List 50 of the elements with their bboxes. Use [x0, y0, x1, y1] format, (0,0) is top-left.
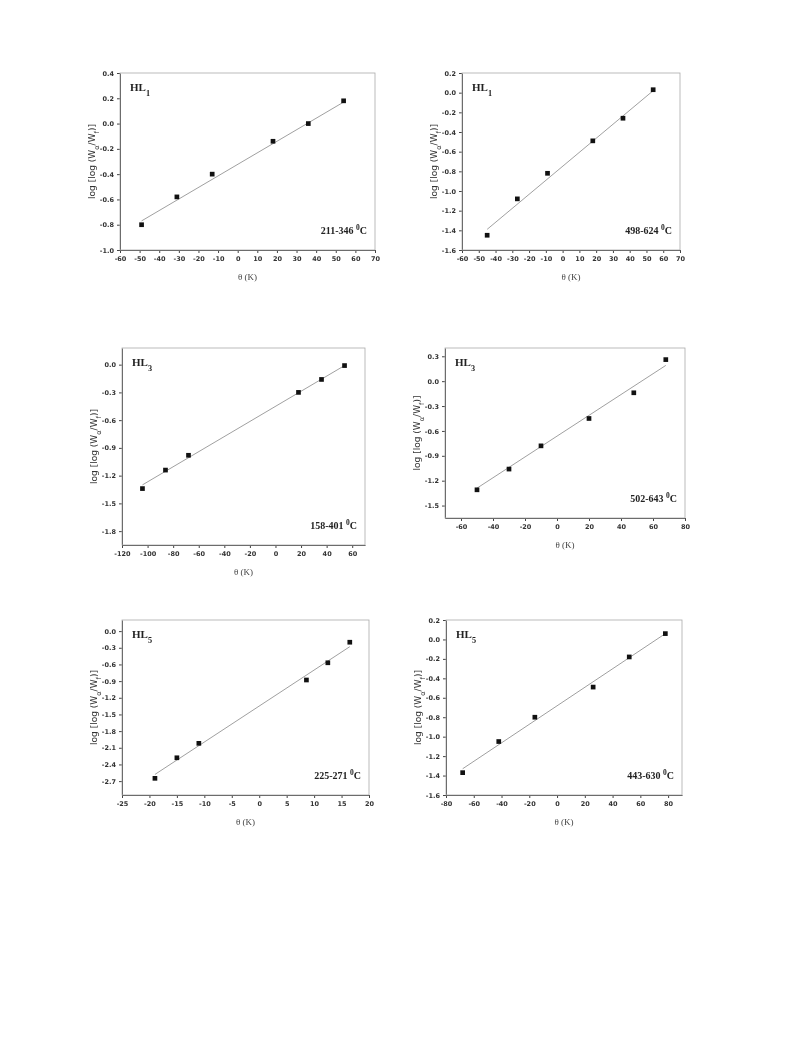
point — [296, 390, 301, 395]
annotation: HL$_{1}$ — [472, 81, 493, 98]
point — [545, 170, 550, 176]
point — [196, 740, 202, 746]
point — [163, 467, 168, 473]
point — [139, 222, 144, 228]
x-axis-title: θ (K) — [554, 817, 574, 827]
annotation: HL$_{1}$ — [130, 81, 151, 98]
point — [342, 363, 347, 368]
x-axis-title: θ (K) — [237, 272, 258, 282]
point — [474, 487, 480, 493]
point — [209, 171, 215, 177]
point — [484, 232, 490, 238]
x-axis-title: θ (K) — [235, 817, 256, 827]
point — [305, 121, 311, 126]
x-axis-title: θ (K) — [233, 567, 254, 577]
point — [347, 639, 353, 645]
point — [460, 770, 465, 775]
point — [514, 196, 520, 202]
point — [270, 138, 276, 144]
point — [626, 654, 632, 660]
annotation: 158-401 $^{0}$C — [310, 517, 357, 531]
annotation: HL$_{5}$ — [132, 628, 153, 645]
point — [631, 390, 637, 396]
point — [325, 660, 331, 666]
annotation: 443-630 $^{0}$C — [627, 767, 674, 781]
point — [663, 631, 668, 636]
point — [650, 87, 656, 93]
point — [304, 677, 309, 683]
point — [319, 377, 324, 382]
point — [152, 775, 158, 781]
x-axis-title: θ (K) — [555, 540, 575, 550]
point — [186, 452, 191, 458]
annotation: 225-271 $^{0}$C — [314, 767, 361, 781]
annotation: HL$_{3}$ — [455, 356, 476, 373]
annotation: 502-643 $^{0}$C — [630, 490, 677, 504]
point — [341, 98, 346, 104]
point — [586, 416, 592, 421]
annotation: 498-624 $^{0}$C — [625, 222, 672, 236]
point — [663, 357, 669, 362]
point — [620, 115, 626, 121]
point — [496, 739, 502, 744]
annotation: HL$_{5}$ — [456, 628, 477, 645]
point — [532, 714, 538, 720]
point — [174, 755, 180, 761]
point — [140, 486, 145, 491]
point — [590, 138, 596, 144]
annotation: 211-346 $^{0}$C — [320, 222, 367, 236]
annotation: HL$_{3}$ — [132, 356, 153, 373]
x-axis-title: θ (K) — [561, 272, 581, 282]
